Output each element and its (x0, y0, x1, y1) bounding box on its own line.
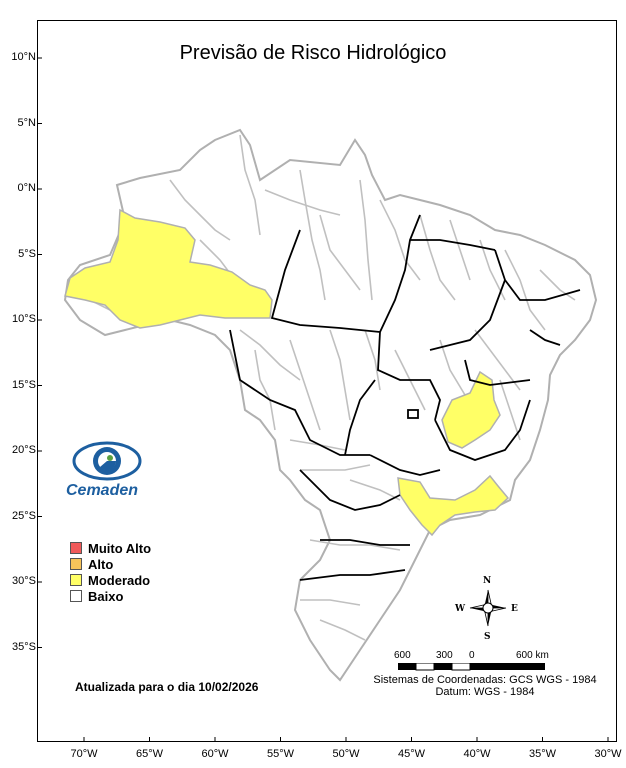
legend-label: Baixo (88, 588, 124, 604)
lat-label: 25°S (12, 509, 36, 522)
scale-label: 0 (469, 650, 475, 661)
lon-label: 50°W (332, 748, 360, 760)
lat-label: 35°S (12, 640, 36, 653)
lon-label: 35°W (528, 748, 557, 760)
datum: Datum: WGS - 1984 (435, 686, 535, 698)
legend-item-baixo: Baixo (70, 588, 151, 604)
lon-label: 70°W (70, 748, 98, 760)
legend-swatch (70, 558, 82, 570)
compass-north: N (483, 576, 492, 586)
lon-label: 55°W (266, 748, 295, 760)
cemaden-eye-icon (72, 441, 142, 481)
moderate-risk-areas (64, 208, 510, 537)
legend: Muito Alto Alto Moderado Baixo (70, 540, 151, 604)
legend-item-alto: Alto (70, 556, 151, 572)
state-borders (229, 214, 581, 581)
legend-swatch (70, 542, 82, 554)
lon-label: 60°W (201, 748, 229, 760)
compass-south: S (484, 632, 491, 642)
updated-date: Atualizada para o dia 10/02/2026 (75, 680, 259, 694)
coordinate-system: Sistemas de Coordenadas: GCS WGS - 1984 (373, 674, 597, 686)
lon-label: 65°W (135, 748, 164, 760)
compass-rose-icon (469, 589, 507, 627)
scale-label: 300 (436, 650, 453, 661)
lat-label: 0°N (17, 182, 36, 194)
legend-swatch (70, 574, 82, 586)
compass-west: W (455, 604, 466, 614)
legend-label: Moderado (88, 572, 151, 588)
lon-label: 45°W (397, 748, 426, 760)
compass-east: E (511, 604, 518, 614)
scale-bar (398, 663, 545, 671)
lat-label: 15°S (12, 378, 36, 391)
legend-item-moderado: Moderado (70, 572, 151, 588)
moderate-zone-amazonas (64, 208, 273, 329)
moderate-zone-minas (441, 370, 501, 449)
lat-label: 10°S (12, 313, 36, 325)
lat-label: 10°N (11, 51, 36, 63)
legend-item-muito-alto: Muito Alto (70, 540, 151, 556)
scale-label: 600 (394, 650, 411, 661)
scale-label: 600 km (516, 650, 549, 661)
lat-label: 30°S (12, 575, 36, 587)
lat-label: 5°S (18, 247, 36, 260)
lat-label: 20°S (12, 444, 36, 456)
legend-swatch (70, 590, 82, 602)
legend-label: Alto (88, 556, 114, 572)
cemaden-logo-text: Cemaden (66, 482, 139, 499)
basin-boundaries (89, 134, 576, 641)
lon-label: 30°W (594, 748, 622, 760)
lat-label: 5°N (17, 116, 36, 129)
lon-label: 40°W (463, 748, 491, 760)
moderate-zone-southeast (397, 474, 510, 537)
map-title: Previsão de Risco Hidrológico (179, 42, 447, 64)
legend-label: Muito Alto (88, 540, 152, 556)
